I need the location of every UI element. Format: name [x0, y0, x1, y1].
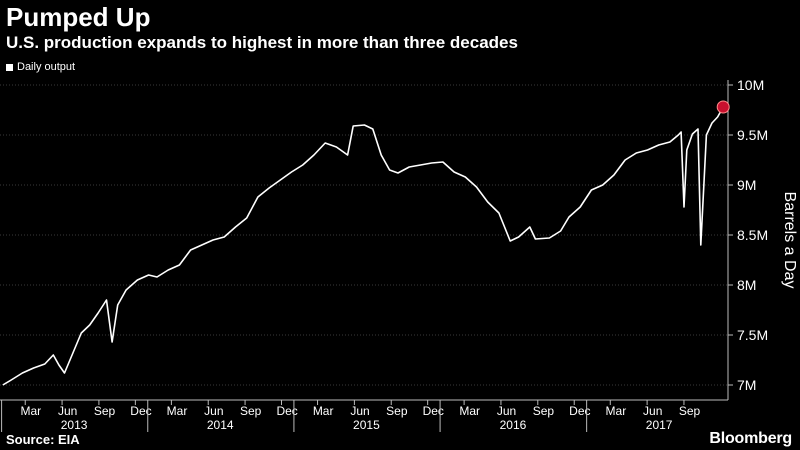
x-year-label: 2017 [646, 418, 673, 432]
x-month-label: Mar [459, 404, 480, 418]
x-month-label: Dec [130, 404, 151, 418]
x-month-label: Jun [497, 404, 516, 418]
x-month-label: Mar [606, 404, 627, 418]
x-month-label: Dec [276, 404, 297, 418]
y-tick-label: 7.5M [737, 327, 768, 343]
x-month-label: Mar [167, 404, 188, 418]
x-month-label: Mar [313, 404, 334, 418]
chart-title: Pumped Up [6, 2, 151, 32]
bloomberg-logo: Bloomberg [709, 430, 792, 447]
series-line-daily-output [2, 106, 724, 386]
y-tick-label: 9M [737, 177, 756, 193]
x-year-label: 2013 [61, 418, 88, 432]
y-tick-label: 10M [737, 77, 764, 93]
x-month-label: Sep [240, 404, 262, 418]
y-tick-label: 7M [737, 377, 756, 393]
x-month-label: Sep [386, 404, 408, 418]
y-tick-label: 8.5M [737, 227, 768, 243]
x-month-label: Sep [679, 404, 701, 418]
x-month-label: Mar [20, 404, 41, 418]
y-tick-label: 8M [737, 277, 756, 293]
x-month-label: Sep [533, 404, 555, 418]
latest-value-marker [716, 100, 730, 114]
x-year-label: 2015 [353, 418, 380, 432]
y-axis-label: Barrels a Day [781, 192, 798, 289]
x-month-label: Sep [94, 404, 116, 418]
x-month-label: Dec [423, 404, 444, 418]
legend-label: Daily output [17, 61, 76, 73]
x-year-label: 2016 [500, 418, 527, 432]
source-note: Source: EIA [6, 432, 80, 447]
x-month-label: Dec [569, 404, 590, 418]
y-tick-label: 9.5M [737, 127, 768, 143]
x-month-label: Jun [204, 404, 223, 418]
legend: Daily output [6, 61, 75, 73]
x-month-label: Jun [350, 404, 369, 418]
chart-subtitle: U.S. production expands to highest in mo… [6, 33, 518, 52]
x-year-label: 2014 [207, 418, 234, 432]
x-month-label: Jun [58, 404, 77, 418]
legend-swatch [6, 63, 13, 71]
x-month-label: Jun [643, 404, 662, 418]
